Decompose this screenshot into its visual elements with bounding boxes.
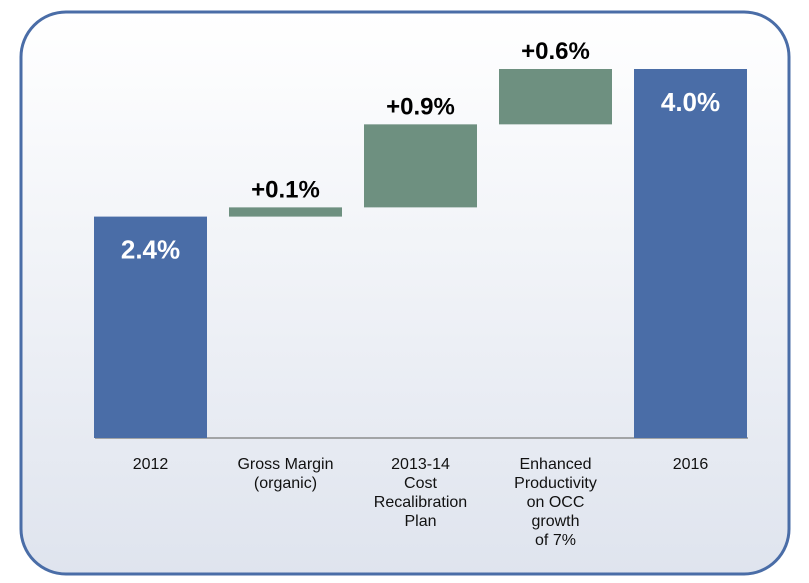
value-label: 2.4% — [121, 235, 180, 265]
category-label: Gross Margin (organic) — [237, 456, 334, 492]
category-label: 2013-14 Cost Recalibration Plan — [373, 456, 468, 530]
value-label: +0.9% — [386, 93, 455, 120]
bar — [229, 207, 342, 217]
value-label: +0.6% — [521, 38, 590, 65]
value-label: 4.0% — [661, 87, 720, 117]
bar — [94, 216, 207, 438]
category-label: 2012 — [132, 456, 169, 473]
frame — [19, 10, 791, 576]
category-label: 2016 — [672, 456, 709, 473]
bar — [499, 69, 612, 125]
category-label: Enhanced Productivity on OCC growth of 7… — [514, 456, 597, 549]
bar — [364, 124, 477, 208]
bar — [634, 69, 747, 438]
value-label: +0.1% — [251, 176, 320, 203]
